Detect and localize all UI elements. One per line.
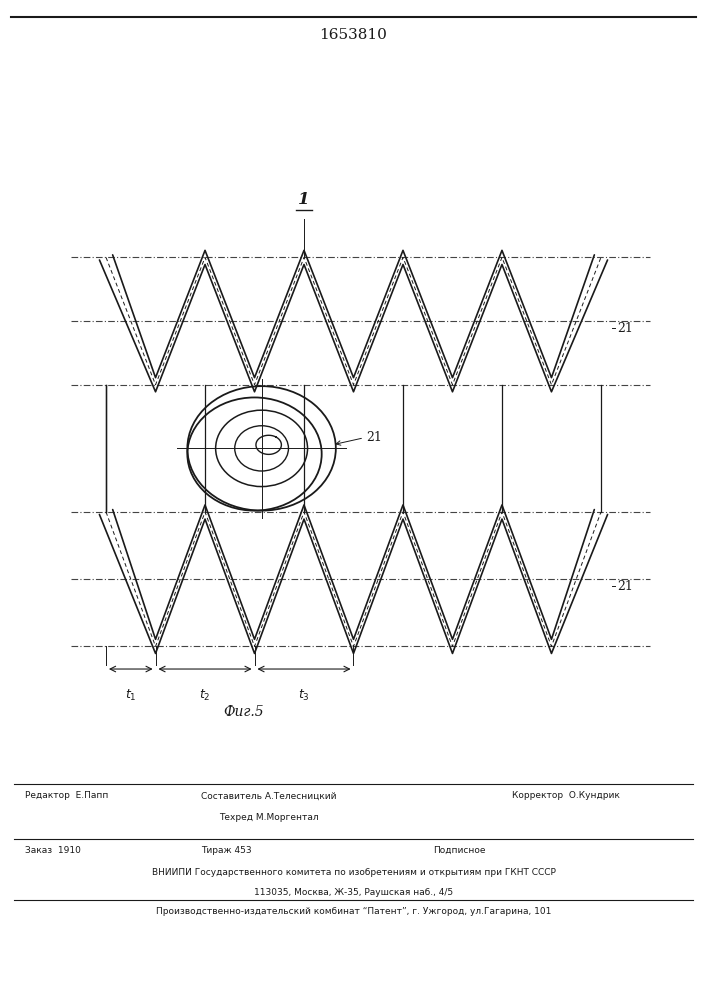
Text: Заказ  1910: Заказ 1910 — [25, 846, 81, 855]
Text: $t_1$: $t_1$ — [125, 687, 136, 703]
Text: 113035, Москва, Ж-35, Раушская наб., 4/5: 113035, Москва, Ж-35, Раушская наб., 4/5 — [254, 888, 453, 897]
Text: Составитель А.Телесницкий: Составитель А.Телесницкий — [201, 791, 337, 800]
Text: $t_2$: $t_2$ — [199, 687, 211, 703]
Text: Техред М.Моргентал: Техред М.Моргентал — [219, 813, 318, 822]
Text: 21: 21 — [617, 580, 633, 593]
Text: Подписное: Подписное — [433, 846, 486, 855]
Text: Тираж 453: Тираж 453 — [201, 846, 252, 855]
Text: Фиг.5: Фиг.5 — [223, 705, 264, 719]
Text: ВНИИПИ Государственного комитета по изобретениям и открытиям при ГКНТ СССР: ВНИИПИ Государственного комитета по изоб… — [151, 868, 556, 877]
Text: 21: 21 — [617, 322, 633, 335]
Text: 1: 1 — [298, 191, 310, 208]
Text: Производственно-издательский комбинат “Патент”, г. Ужгород, ул.Гагарина, 101: Производственно-издательский комбинат “П… — [156, 907, 551, 916]
Text: $t_3$: $t_3$ — [298, 687, 310, 703]
Text: Редактор  Е.Папп: Редактор Е.Папп — [25, 791, 108, 800]
Text: 21: 21 — [366, 431, 382, 444]
Text: 1653810: 1653810 — [320, 28, 387, 42]
Text: Корректор  О.Кундрик: Корректор О.Кундрик — [512, 791, 619, 800]
